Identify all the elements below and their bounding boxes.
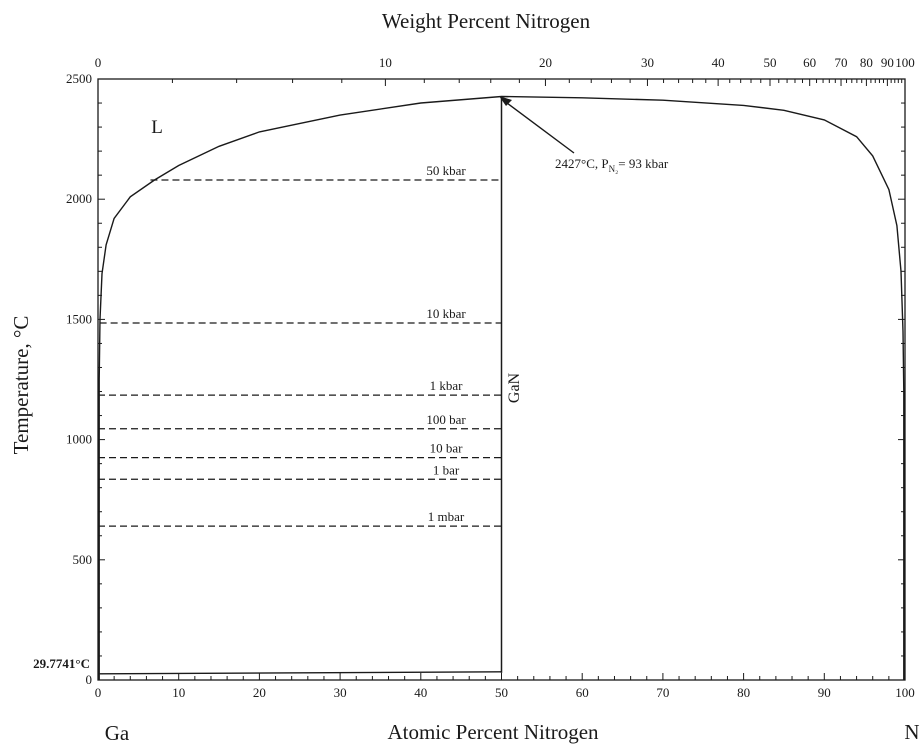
isobar-label: 1 bar — [433, 462, 460, 477]
x2-tick-label: 50 — [763, 55, 776, 70]
left-element-label: Ga — [105, 721, 130, 745]
maximum-annotation: 2427°C, PN₂= 93 kbar — [499, 96, 669, 174]
x-tick-label: 0 — [95, 685, 102, 700]
isobar-label: 10 kbar — [426, 306, 466, 321]
x2-tick-label: 20 — [539, 55, 552, 70]
isobar-label: 1 kbar — [430, 378, 464, 393]
isobar-lines: 50 kbar 10 kbar 1 kbar 100 bar 10 bar 1 bar 1 … — [98, 163, 502, 527]
x2-tick-label: 100 — [895, 55, 915, 70]
y-tick-label: 2500 — [66, 71, 92, 86]
liquid-label: L — [151, 117, 163, 138]
x-tick-label: 40 — [414, 685, 427, 700]
x-tick-label: 90 — [818, 685, 831, 700]
ga-melting-label: 29.7741°C — [33, 656, 90, 671]
y-tick-label: 0 — [86, 672, 93, 687]
right-element-label: N — [904, 720, 919, 744]
x2-tick-label: 40 — [712, 55, 725, 70]
x-tick-label: 80 — [737, 685, 750, 700]
x2-tick-label: 30 — [641, 55, 654, 70]
maximum-arrow — [502, 99, 575, 154]
x-tick-label: 60 — [576, 685, 589, 700]
y-tick-label: 500 — [73, 552, 93, 567]
compound-label: GaN — [506, 372, 523, 403]
y-tick-label: 2000 — [66, 191, 92, 206]
phase-curves — [98, 95, 905, 681]
x-tick-label: 70 — [656, 685, 669, 700]
x2-tick-label: 90 — [881, 55, 894, 70]
y-axis-title: Temperature, °C — [9, 316, 33, 455]
isobar-label: 1 mbar — [428, 509, 465, 524]
x2-tick-label: 80 — [860, 55, 873, 70]
top-axis-title: Weight Percent Nitrogen — [382, 9, 591, 33]
x2-tick-label: 10 — [379, 55, 392, 70]
maximum-label: 2427°C, PN₂= 93 kbar — [555, 156, 669, 174]
axis-tick-labels: 0 10 20 30 40 50 60 70 80 90 1000 10 20 30 40 50 60 70 80 9… — [66, 55, 915, 700]
liquidus-line — [98, 95, 905, 681]
y-tick-label: 1500 — [66, 311, 92, 326]
bottom-axis-title: Atomic Percent Nitrogen — [387, 720, 599, 744]
isobar-label: 10 bar — [430, 441, 464, 456]
x-tick-label: 30 — [334, 685, 347, 700]
x2-tick-label: 60 — [803, 55, 816, 70]
x-tick-label: 100 — [895, 685, 915, 700]
x2-tick-label: 70 — [835, 55, 848, 70]
isobar-label: 100 bar — [426, 412, 466, 427]
ga-melting-line — [99, 671, 502, 675]
x-tick-label: 50 — [495, 685, 508, 700]
y-tick-label: 1000 — [66, 432, 92, 447]
x2-tick-label: 0 — [95, 55, 102, 70]
isobar-label: 50 kbar — [426, 163, 466, 178]
x-tick-label: 20 — [253, 685, 266, 700]
maximum-arrowhead — [499, 96, 512, 106]
x-tick-label: 10 — [172, 685, 185, 700]
